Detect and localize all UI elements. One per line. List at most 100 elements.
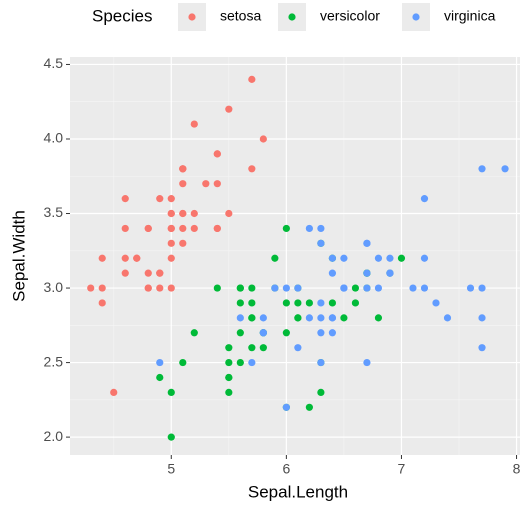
data-point <box>121 195 129 203</box>
data-point <box>305 299 313 307</box>
y-axis-label: Sepal.Width <box>9 210 28 302</box>
y-tick-label: 2.0 <box>44 428 64 444</box>
data-point <box>363 358 371 367</box>
legend-swatch <box>188 13 196 21</box>
data-point <box>179 165 187 173</box>
data-point <box>167 209 175 218</box>
data-point <box>340 254 348 262</box>
data-point <box>179 180 187 188</box>
data-point <box>225 209 233 218</box>
data-point <box>98 299 106 307</box>
data-point <box>225 373 233 382</box>
data-point <box>259 344 267 352</box>
data-point <box>121 224 129 233</box>
data-point <box>156 269 164 277</box>
data-point <box>225 358 233 367</box>
data-point <box>386 254 394 262</box>
data-point <box>98 254 106 262</box>
data-point <box>236 314 244 322</box>
data-point <box>282 284 290 292</box>
data-point <box>328 299 337 307</box>
y-tick-label: 3.0 <box>44 279 64 295</box>
data-point <box>213 224 221 233</box>
data-point <box>501 165 509 173</box>
legend-title: Species <box>92 6 152 25</box>
data-point <box>478 314 486 322</box>
data-point <box>202 180 210 188</box>
data-point <box>190 224 198 233</box>
data-point <box>248 314 256 322</box>
data-point <box>179 239 187 247</box>
data-point <box>294 284 302 292</box>
legend-swatch <box>412 13 420 21</box>
data-point <box>179 224 187 233</box>
data-point <box>213 284 221 292</box>
data-point <box>478 284 486 292</box>
data-point <box>167 284 175 292</box>
data-point <box>328 254 337 262</box>
data-point <box>294 299 302 307</box>
data-point <box>144 269 152 277</box>
data-point <box>167 195 175 203</box>
data-point <box>432 299 440 307</box>
data-point <box>133 254 141 262</box>
data-point <box>190 120 198 128</box>
data-point <box>98 284 106 292</box>
data-point <box>248 165 256 173</box>
data-point <box>156 284 164 292</box>
y-tick-label: 4.5 <box>44 55 64 71</box>
data-point <box>259 314 267 322</box>
data-point <box>87 284 95 292</box>
data-point <box>121 254 129 262</box>
x-tick-label: 5 <box>167 461 175 477</box>
data-point <box>248 284 256 292</box>
data-point <box>386 269 394 277</box>
legend-label: virginica <box>444 8 496 24</box>
data-point <box>225 105 233 113</box>
data-point <box>259 329 267 337</box>
data-point <box>236 329 244 337</box>
data-point <box>363 239 371 247</box>
data-point <box>466 284 475 292</box>
data-point <box>167 239 175 247</box>
x-tick-label: 7 <box>398 461 406 477</box>
data-point <box>167 254 175 262</box>
data-point <box>317 299 325 307</box>
data-point <box>248 75 256 83</box>
data-point <box>363 284 371 292</box>
legend-label: setosa <box>220 8 261 24</box>
data-point <box>351 299 360 307</box>
data-point <box>248 344 256 352</box>
data-point <box>271 284 279 292</box>
data-point <box>167 388 175 396</box>
data-point <box>420 254 429 262</box>
data-point <box>328 314 337 322</box>
x-tick-label: 6 <box>282 461 290 477</box>
data-point <box>282 403 290 411</box>
data-point <box>179 209 187 218</box>
data-point <box>294 344 302 352</box>
y-tick-label: 3.5 <box>44 204 64 220</box>
data-point <box>282 224 290 233</box>
x-axis-label: Sepal.Length <box>248 482 348 501</box>
data-point <box>259 135 267 143</box>
y-tick-label: 2.5 <box>44 353 64 369</box>
data-point <box>144 284 152 292</box>
data-point <box>363 269 371 277</box>
data-point <box>282 329 290 337</box>
data-point <box>374 254 383 262</box>
data-point <box>190 209 198 218</box>
data-point <box>190 329 198 337</box>
plot-panel <box>70 57 520 455</box>
data-point <box>271 254 279 262</box>
legend-swatch <box>288 13 296 21</box>
data-point <box>248 358 256 367</box>
data-point <box>409 284 417 292</box>
data-point <box>317 388 325 396</box>
data-point <box>305 403 313 411</box>
data-point <box>294 314 302 322</box>
data-point <box>351 284 360 292</box>
data-point <box>248 299 256 307</box>
data-point <box>167 224 175 233</box>
